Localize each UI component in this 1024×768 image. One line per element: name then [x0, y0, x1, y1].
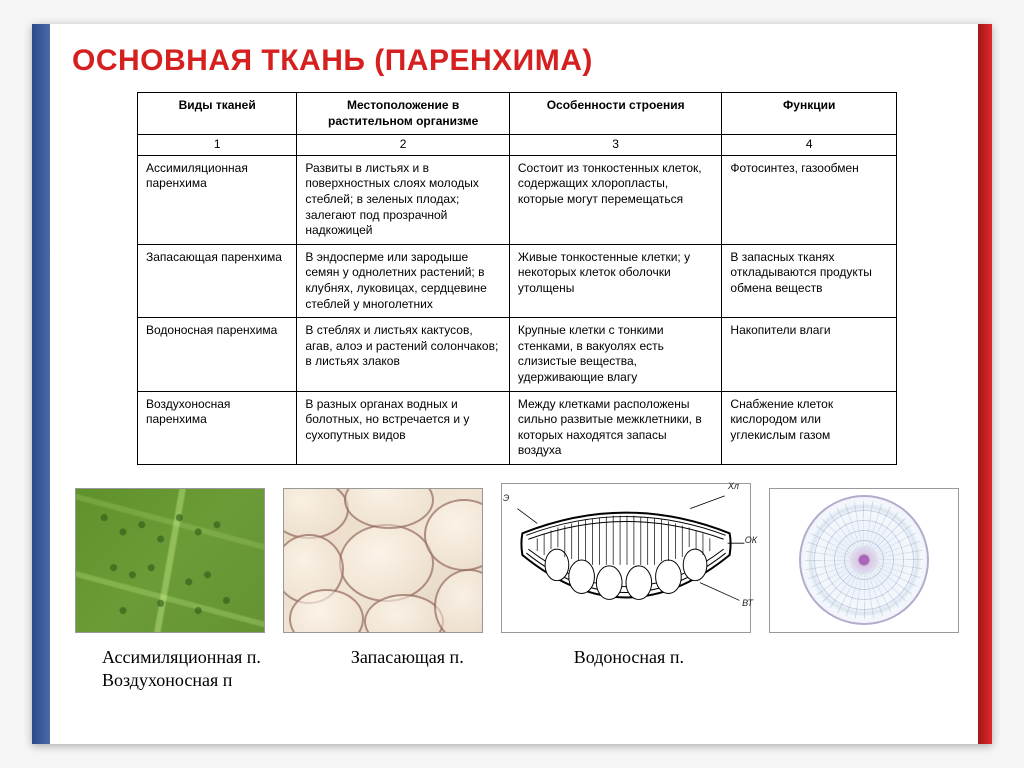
- th-structure: Особенности строения: [509, 93, 722, 135]
- cell: Крупные клетки с тонкими стенками, в вак…: [509, 318, 722, 391]
- cell: В эндосперме или зародыше семян у одноле…: [297, 244, 510, 317]
- cell: Фотосинтез, газообмен: [722, 155, 897, 244]
- table-number-row: 1 2 3 4: [138, 135, 897, 156]
- slide-content: ОСНОВНАЯ ТКАНЬ (ПАРЕНХИМА) Виды тканей М…: [72, 44, 962, 734]
- diagram-label: ВТ: [742, 598, 753, 608]
- diagram-label: Э: [503, 493, 509, 503]
- cell: Запасающая паренхима: [138, 244, 297, 317]
- cell: В запасных тканях откладываются продукты…: [722, 244, 897, 317]
- colnum-2: 2: [297, 135, 510, 156]
- leaf-cross-section-icon: [501, 483, 751, 633]
- slide-title: ОСНОВНАЯ ТКАНЬ (ПАРЕНХИМА): [72, 44, 962, 78]
- caption-assimilation: Ассимиляционная п.: [102, 647, 261, 668]
- caption-storage: Запасающая п.: [351, 647, 464, 668]
- th-functions: Функции: [722, 93, 897, 135]
- image-assimilation: [75, 488, 265, 633]
- cell: Водоносная паренхима: [138, 318, 297, 391]
- image-aquifer-diagram: Хл Э ОК ВТ: [501, 483, 751, 633]
- caption-aerenchyma-cut: Воздухоносная п: [102, 670, 962, 691]
- table-header-row: Виды тканей Местоположение в растительно…: [138, 93, 897, 135]
- cell: В разных органах водных и болотных, но в…: [297, 391, 510, 464]
- table-row: Водоносная паренхима В стеблях и листьях…: [138, 318, 897, 391]
- image-row: Хл Э ОК ВТ: [72, 483, 962, 633]
- cell: Состоит из тонкостенных клеток, содержащ…: [509, 155, 722, 244]
- th-types: Виды тканей: [138, 93, 297, 135]
- cell: Снабжение клеток кислородом или углекисл…: [722, 391, 897, 464]
- table-row: Воздухоносная паренхима В разных органах…: [138, 391, 897, 464]
- left-accent-bar: [32, 24, 50, 744]
- colnum-1: 1: [138, 135, 297, 156]
- colnum-4: 4: [722, 135, 897, 156]
- cell: Воздухоносная паренхима: [138, 391, 297, 464]
- micrograph-storage-icon: [283, 488, 483, 633]
- table-row: Ассимиляционная паренхима Развиты в лист…: [138, 155, 897, 244]
- image-storage: [283, 488, 483, 633]
- image-aerenchyma: [769, 488, 959, 633]
- slide: ОСНОВНАЯ ТКАНЬ (ПАРЕНХИМА) Виды тканей М…: [32, 24, 992, 744]
- diagram-label: ОК: [745, 535, 757, 545]
- cell: Ассимиляционная паренхима: [138, 155, 297, 244]
- cell: Накопители влаги: [722, 318, 897, 391]
- th-location: Местоположение в растительном организме: [297, 93, 510, 135]
- cell: Между клетками расположены сильно развит…: [509, 391, 722, 464]
- cell: Живые тонкостенные клетки; у некоторых к…: [509, 244, 722, 317]
- micrograph-green-icon: [75, 488, 265, 633]
- colnum-3: 3: [509, 135, 722, 156]
- table-row: Запасающая паренхима В эндосперме или за…: [138, 244, 897, 317]
- caption-aquifer: Водоносная п.: [574, 647, 684, 668]
- right-accent-bar: [978, 24, 992, 744]
- cell: Развиты в листьях и в поверхностных слоя…: [297, 155, 510, 244]
- diagram-label: Хл: [728, 481, 739, 491]
- stem-cross-section-icon: [769, 488, 959, 633]
- caption-row: Ассимиляционная п. Запасающая п. Водонос…: [72, 647, 962, 668]
- parenchyma-table: Виды тканей Местоположение в растительно…: [137, 92, 897, 465]
- cell: В стеблях и листьях кактусов, агав, алоэ…: [297, 318, 510, 391]
